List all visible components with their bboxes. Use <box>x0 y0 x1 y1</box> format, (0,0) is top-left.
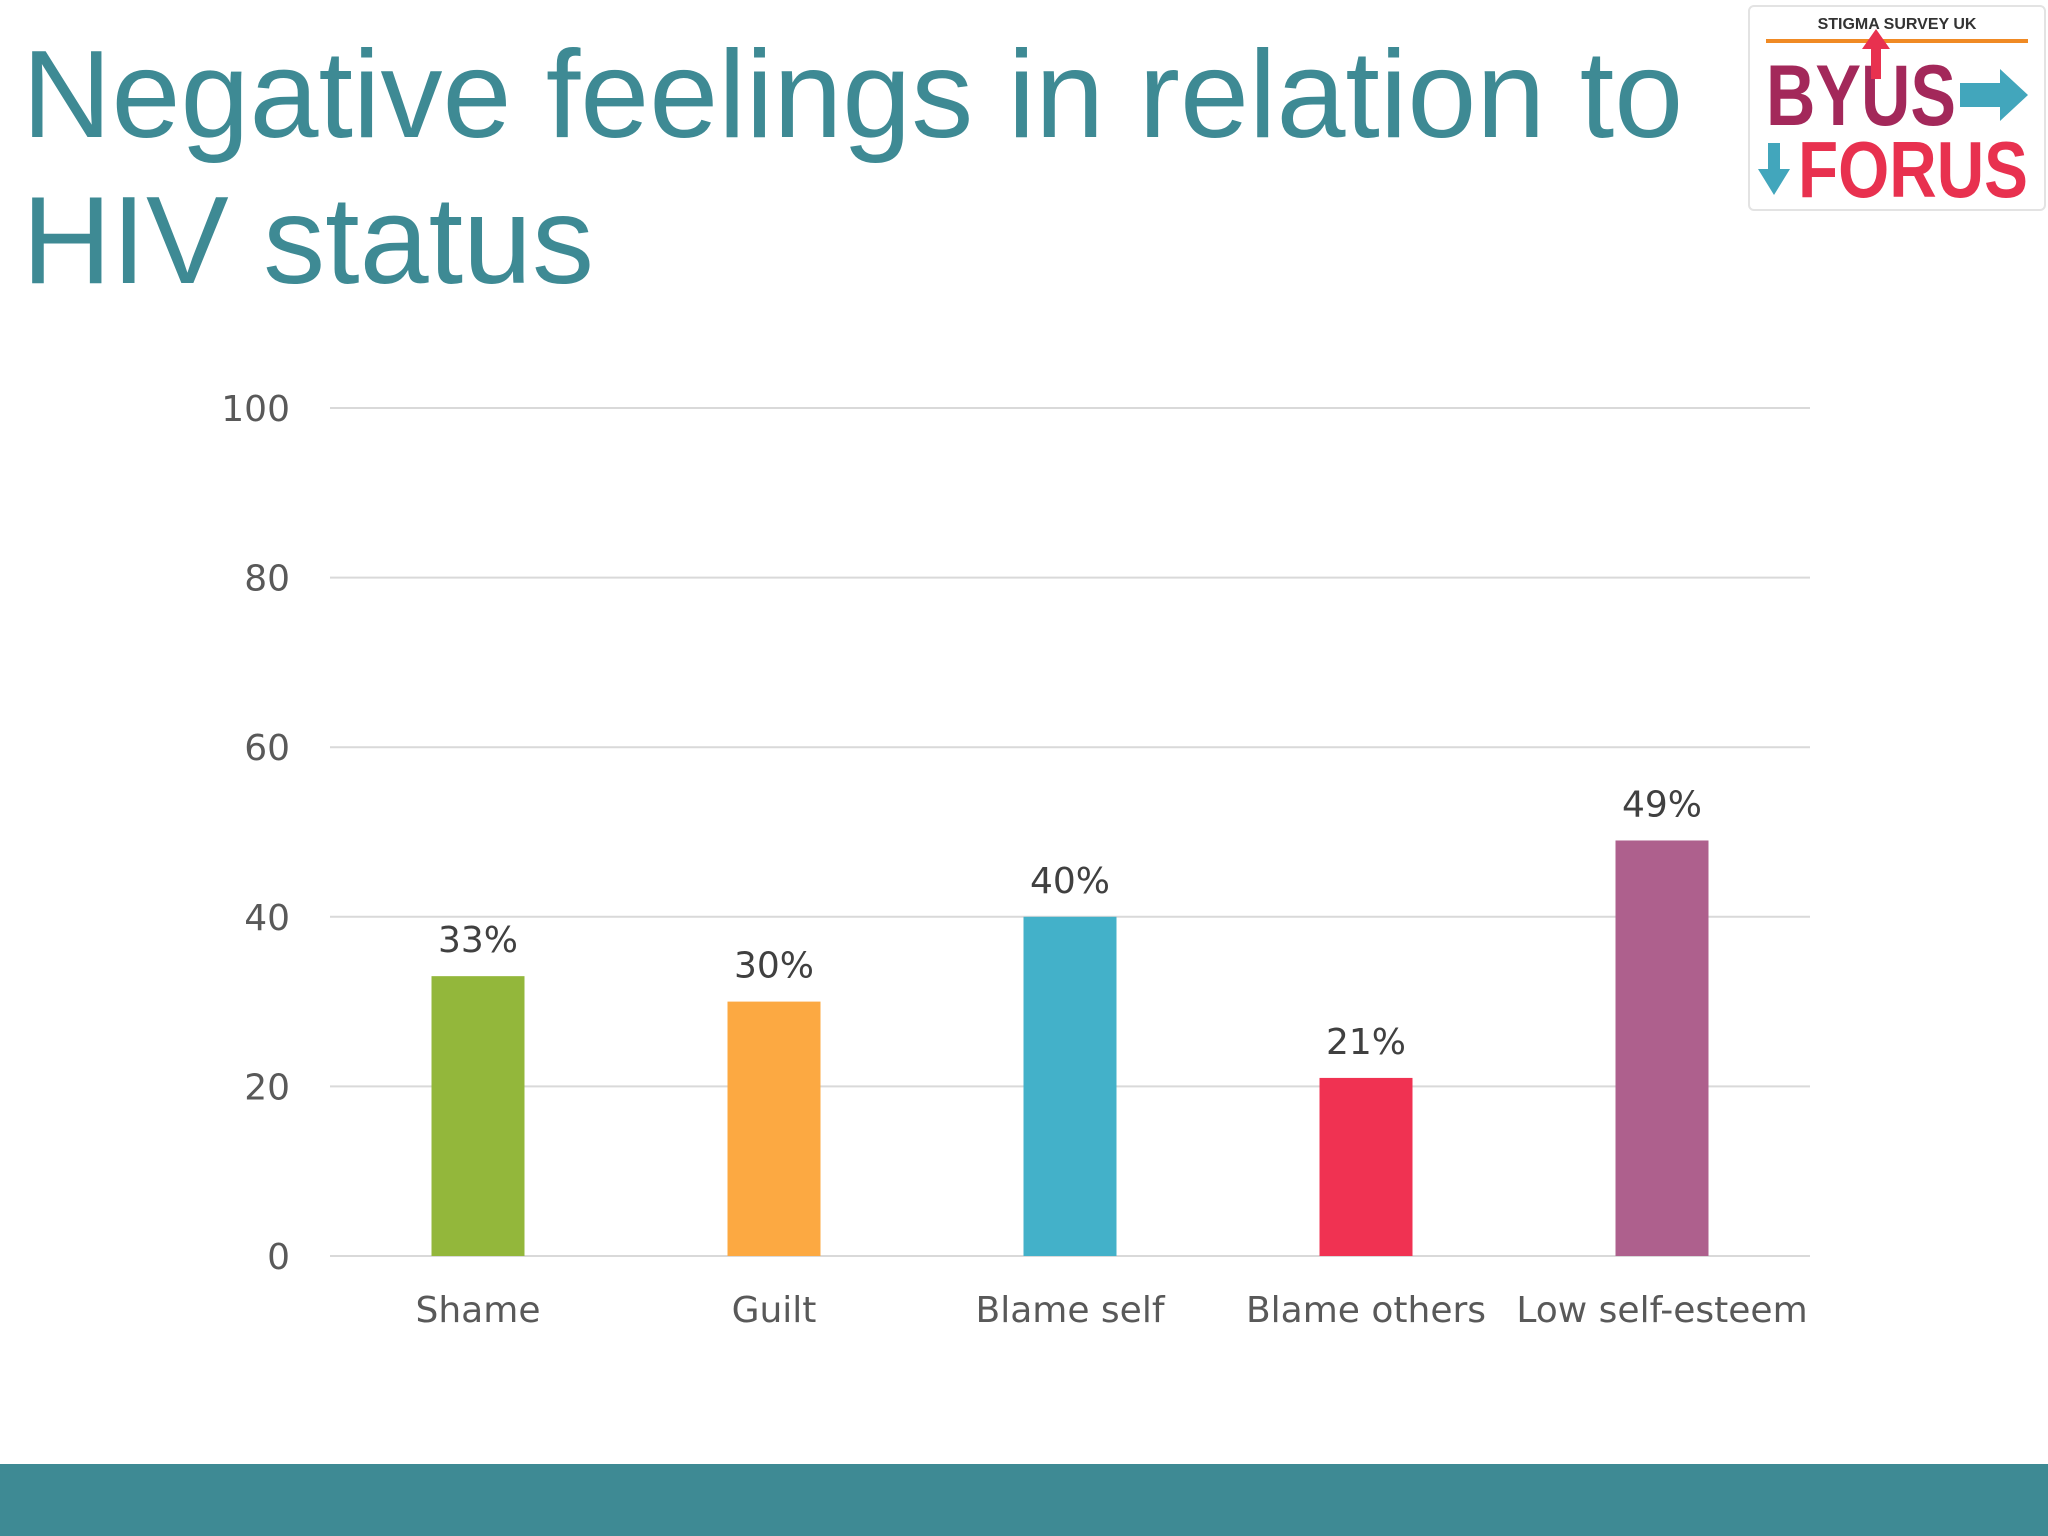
logo-right-arrow-icon <box>1960 69 2028 121</box>
slide-title: Negative feelings in relation to HIV sta… <box>22 26 1684 310</box>
category-label-blame-self: Blame self <box>976 1290 1166 1331</box>
logo-down-arrow-icon <box>1758 143 1790 195</box>
bar-shame <box>431 976 525 1256</box>
bar-chart: 0 20 40 60 80 100 33% 30% 40% 21% 49% Shame Guilt B… <box>221 389 1810 1331</box>
category-label-low-self-esteem: Low self-esteem <box>1516 1290 1807 1331</box>
chart-data-labels: 33% 30% 40% 21% 49% <box>438 784 1702 1062</box>
data-label-shame: 33% <box>438 920 518 961</box>
logo-caption: STIGMA SURVEY UK <box>1818 16 1977 33</box>
logo-up-arrow-icon <box>1862 29 1890 79</box>
y-tick-label-80: 80 <box>244 559 290 600</box>
byusforus-logo: STIGMA SURVEY UK BYUS FORUS <box>1748 5 2046 214</box>
y-tick-label-100: 100 <box>221 389 290 430</box>
data-label-blame-self: 40% <box>1030 861 1110 902</box>
bar-blame-others <box>1319 1077 1413 1256</box>
category-label-blame-others: Blame others <box>1246 1290 1486 1331</box>
data-label-guilt: 30% <box>734 946 814 987</box>
category-label-shame: Shame <box>416 1290 541 1331</box>
category-label-guilt: Guilt <box>732 1290 817 1331</box>
bar-blame-self <box>1023 916 1117 1256</box>
y-tick-label-20: 20 <box>244 1067 290 1108</box>
chart-category-labels: Shame Guilt Blame self Blame others Low self… <box>416 1290 1808 1331</box>
y-tick-label-40: 40 <box>244 898 290 939</box>
data-label-blame-others: 21% <box>1326 1022 1406 1063</box>
footer-bar <box>0 1464 2048 1536</box>
logo-wordmark-line1: BYUS <box>1766 48 1956 144</box>
y-tick-label-60: 60 <box>244 728 290 769</box>
bar-guilt <box>727 1001 821 1256</box>
bar-low-self-esteem <box>1615 840 1709 1256</box>
logo-wordmark-line2: FORUS <box>1798 125 2028 209</box>
chart-bars <box>431 840 1709 1256</box>
byusforus-logo-graphic: STIGMA SURVEY UK BYUS FORUS <box>1758 16 2028 214</box>
y-tick-label-0: 0 <box>267 1237 290 1278</box>
data-label-low-self-esteem: 49% <box>1622 784 1702 825</box>
chart-y-axis-ticks: 0 20 40 60 80 100 <box>221 389 290 1278</box>
